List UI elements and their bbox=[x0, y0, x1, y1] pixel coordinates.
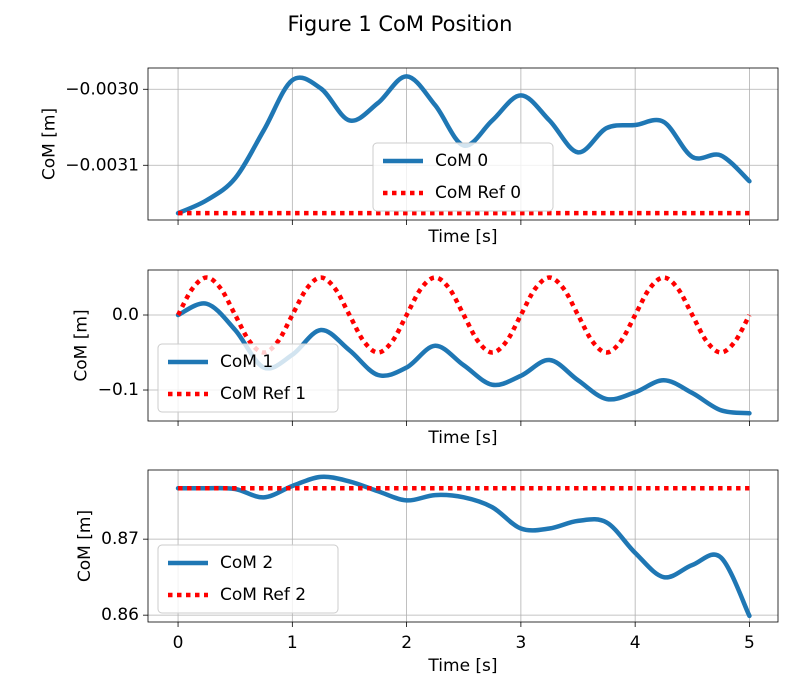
x-axis-label: Time [s] bbox=[427, 227, 497, 247]
legend: CoM 1 CoM Ref 1 bbox=[157, 343, 339, 413]
legend-label: CoM Ref 2 bbox=[220, 585, 306, 605]
figure-title: Figure 1 CoM Position bbox=[288, 12, 513, 36]
y-axis-label: CoM [m] bbox=[75, 510, 95, 582]
x-tick-label: 2 bbox=[401, 633, 412, 653]
data-line bbox=[176, 275, 752, 355]
axes-frame bbox=[147, 469, 779, 623]
x-tick-label: 5 bbox=[744, 633, 755, 653]
y-tick-label: −0.1 bbox=[98, 380, 139, 400]
legend: CoM 0 CoM Ref 0 bbox=[372, 142, 554, 212]
subplot: 0.0 −0.1 Time [s] CoM [m] CoM 1 CoM Ref 1 bbox=[72, 269, 779, 448]
data-line bbox=[175, 474, 752, 619]
x-tick-label: 0 bbox=[173, 633, 184, 653]
legend-label: CoM Ref 1 bbox=[220, 384, 306, 404]
y-axis-label: CoM [m] bbox=[72, 309, 92, 381]
x-tick-label: 1 bbox=[287, 633, 298, 653]
x-tick-label: 4 bbox=[630, 633, 641, 653]
legend-label: CoM 1 bbox=[220, 352, 273, 372]
subplot: −0.0030 −0.0031 Time [s] CoM [m] CoM 0 CoM Re… bbox=[39, 67, 779, 247]
x-tick-label: 3 bbox=[515, 633, 526, 653]
x-axis-label: Time [s] bbox=[427, 428, 497, 448]
axes-frame bbox=[147, 269, 779, 422]
legend-label: CoM 0 bbox=[435, 151, 488, 171]
y-tick-label: 0.87 bbox=[101, 529, 139, 549]
subplot: 0 1 2 3 4 5 0.87 0.86 Time [s] CoM [m] CoM 2 CoM Re… bbox=[75, 469, 779, 676]
y-tick-label: −0.0031 bbox=[65, 155, 139, 175]
legend-label: CoM Ref 0 bbox=[435, 183, 521, 203]
y-axis-label: CoM [m] bbox=[39, 108, 59, 180]
legend-label: CoM 2 bbox=[220, 553, 273, 573]
y-tick-label: 0.0 bbox=[112, 305, 139, 325]
y-tick-label: 0.86 bbox=[101, 605, 139, 625]
x-axis-label: Time [s] bbox=[427, 656, 497, 676]
y-tick-label: −0.0030 bbox=[65, 79, 139, 99]
axes-frame bbox=[147, 67, 779, 221]
legend: CoM 2 CoM Ref 2 bbox=[157, 544, 339, 614]
